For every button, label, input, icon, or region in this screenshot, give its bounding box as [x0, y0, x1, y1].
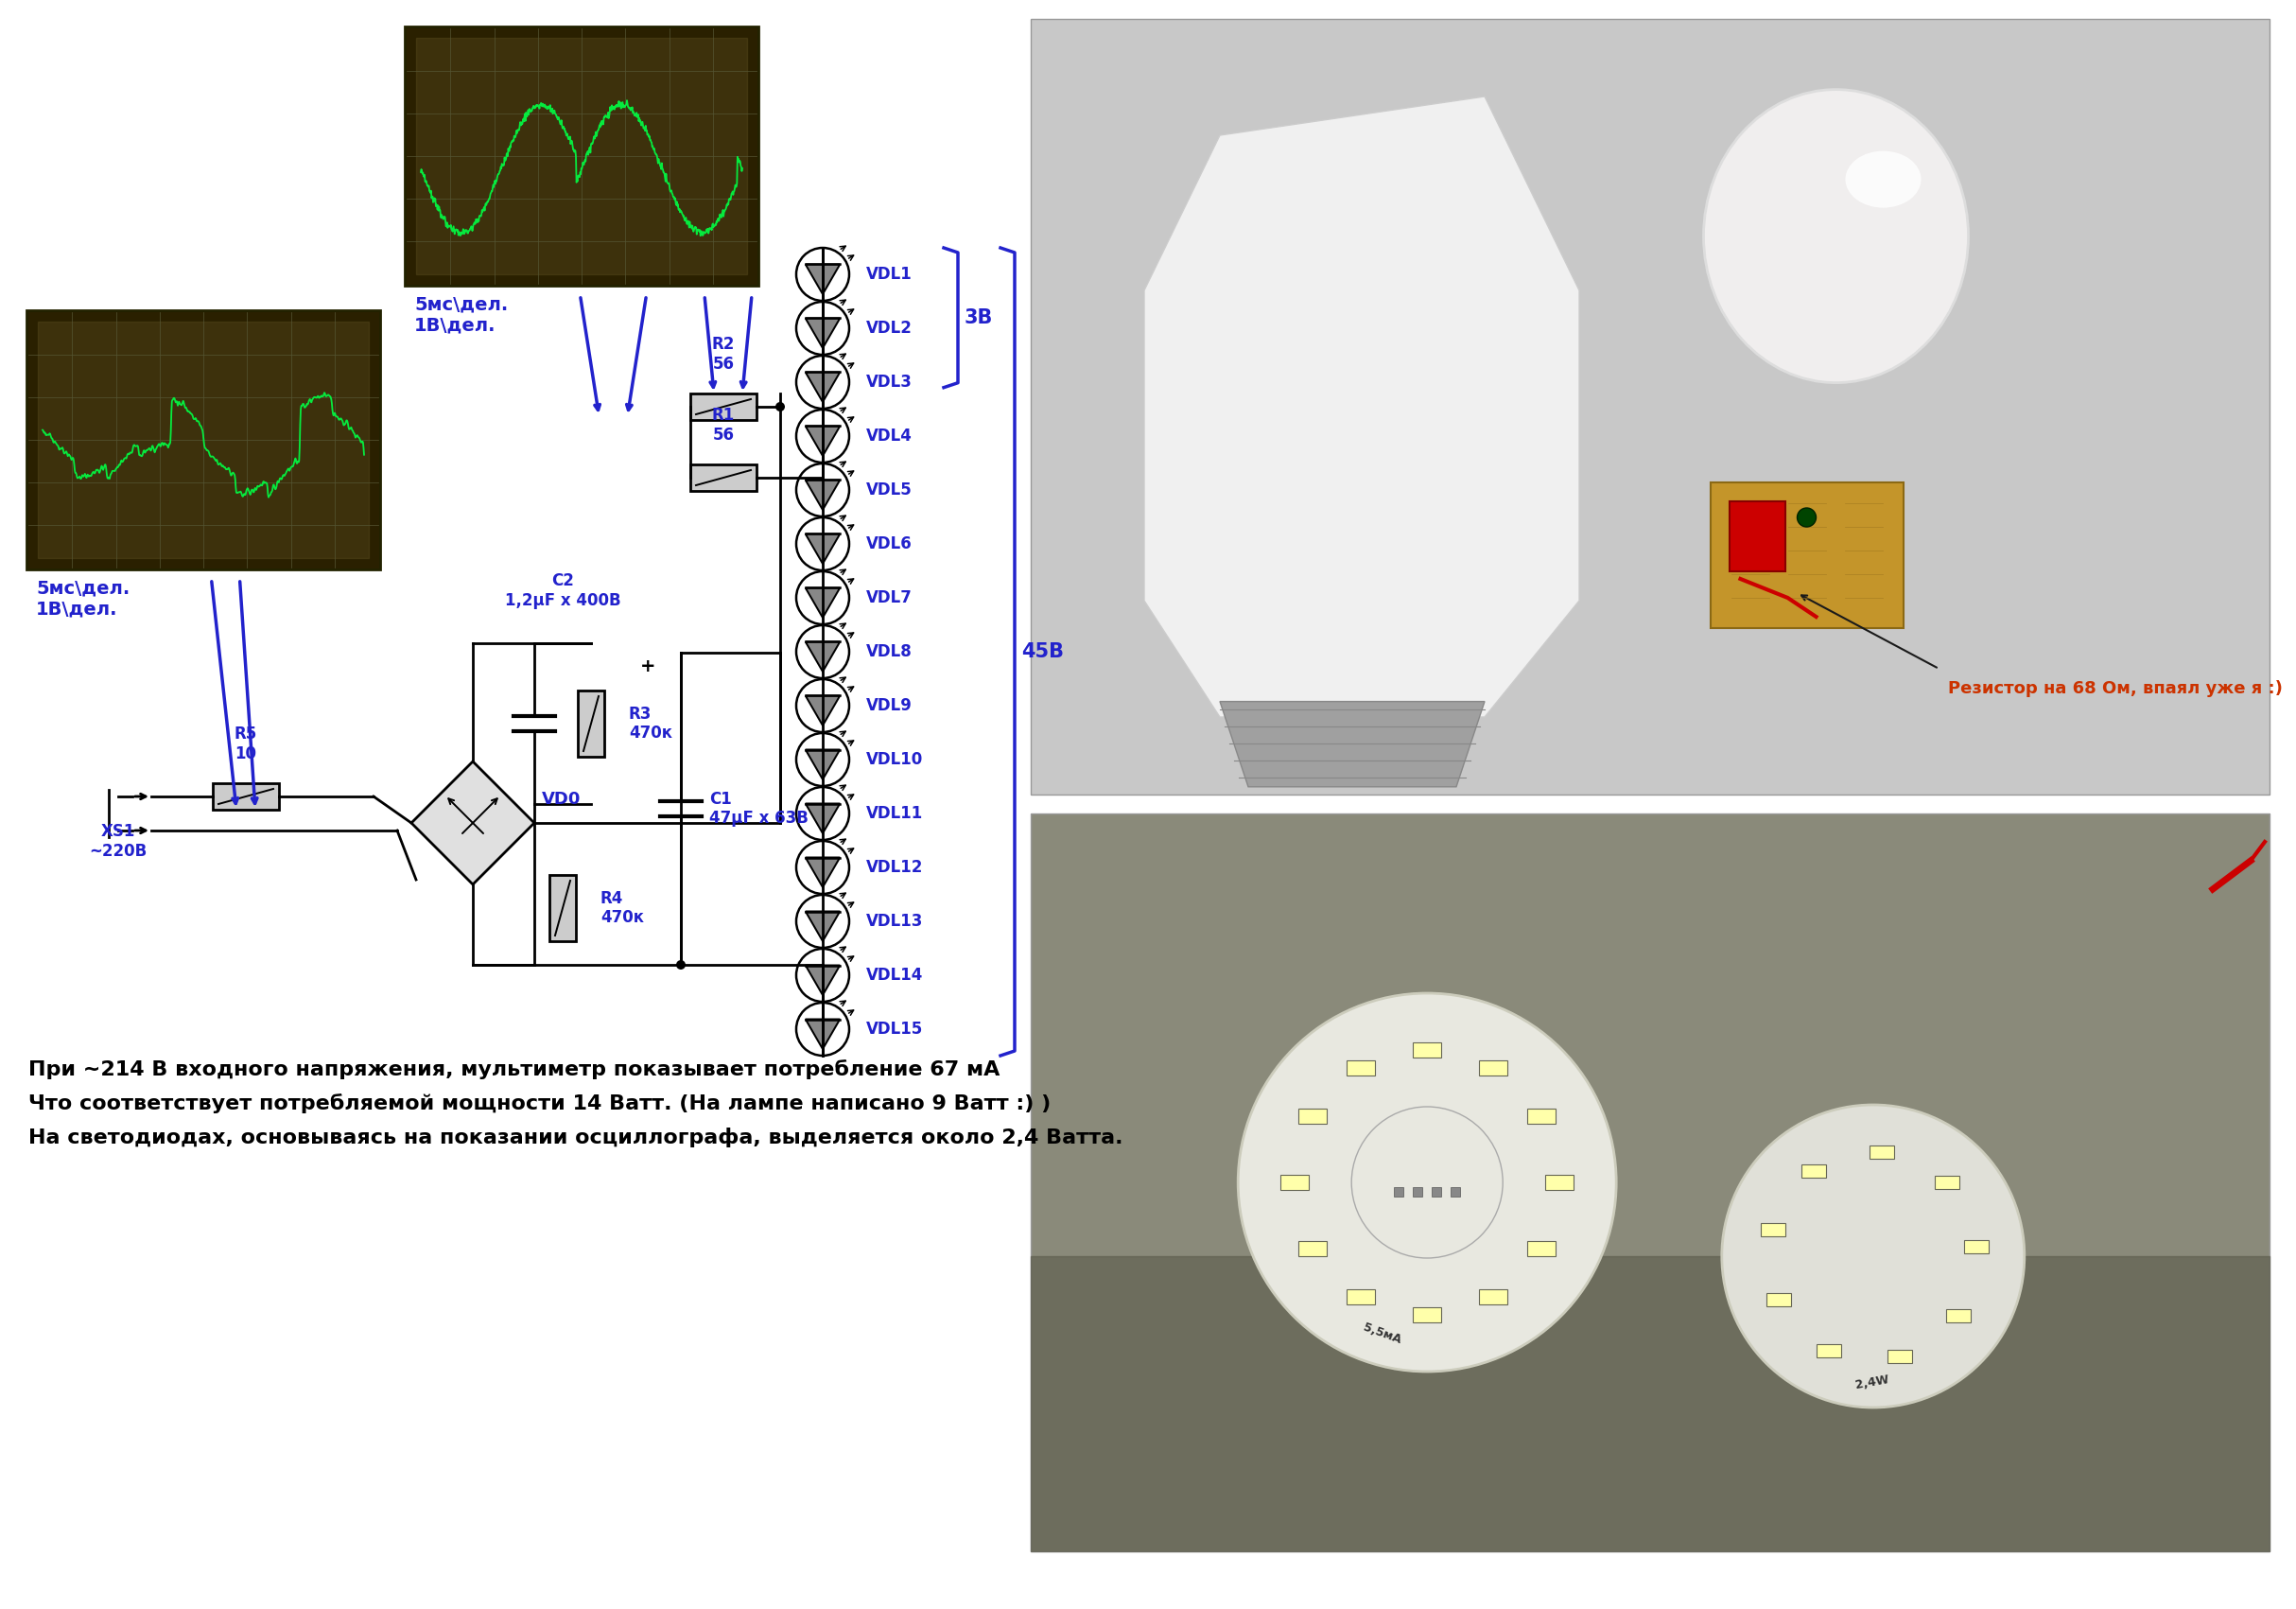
Circle shape [1722, 1105, 2025, 1408]
FancyBboxPatch shape [1412, 1307, 1442, 1323]
Text: R4
470к: R4 470к [602, 890, 643, 927]
Polygon shape [806, 642, 840, 671]
Text: 5,5мА: 5,5мА [1362, 1321, 1403, 1347]
Ellipse shape [1846, 151, 1922, 208]
Text: R2
56: R2 56 [712, 336, 735, 373]
Text: VDL2: VDL2 [866, 320, 912, 336]
Text: VDL13: VDL13 [866, 912, 923, 930]
FancyBboxPatch shape [549, 875, 576, 941]
FancyBboxPatch shape [1348, 1289, 1375, 1305]
Polygon shape [806, 264, 840, 294]
FancyBboxPatch shape [691, 394, 755, 420]
FancyBboxPatch shape [214, 784, 278, 809]
Circle shape [675, 961, 687, 970]
Polygon shape [806, 911, 840, 941]
FancyBboxPatch shape [1479, 1060, 1508, 1075]
Polygon shape [806, 587, 840, 618]
FancyBboxPatch shape [1933, 1176, 1958, 1189]
Text: При ~214 В входного напряжения, мультиметр показывает потребление 67 мА: При ~214 В входного напряжения, мультиме… [28, 1059, 999, 1080]
Polygon shape [806, 479, 840, 510]
Text: VDL15: VDL15 [866, 1020, 923, 1038]
Polygon shape [1143, 97, 1580, 718]
Text: 2,4W: 2,4W [1855, 1374, 1890, 1392]
FancyBboxPatch shape [1412, 1043, 1442, 1057]
Text: VDL12: VDL12 [866, 859, 923, 875]
FancyBboxPatch shape [1297, 1109, 1327, 1123]
Text: 45B: 45B [1022, 642, 1063, 661]
Text: VDL9: VDL9 [866, 697, 912, 714]
FancyBboxPatch shape [1348, 1060, 1375, 1075]
Polygon shape [806, 858, 840, 887]
Polygon shape [806, 319, 840, 348]
FancyBboxPatch shape [1031, 814, 2268, 1551]
Polygon shape [806, 803, 840, 833]
FancyBboxPatch shape [1527, 1109, 1557, 1123]
Circle shape [1798, 508, 1816, 526]
FancyBboxPatch shape [1816, 1344, 1841, 1356]
FancyBboxPatch shape [1887, 1350, 1913, 1363]
Text: VD0: VD0 [542, 790, 581, 808]
FancyBboxPatch shape [1545, 1175, 1573, 1191]
Ellipse shape [1704, 90, 1968, 383]
Text: +: + [641, 658, 657, 676]
FancyBboxPatch shape [404, 26, 758, 286]
FancyBboxPatch shape [1451, 1187, 1460, 1197]
Text: VDL14: VDL14 [866, 967, 923, 983]
Polygon shape [806, 965, 840, 994]
FancyBboxPatch shape [1031, 19, 2268, 795]
Polygon shape [806, 695, 840, 726]
Text: VDL4: VDL4 [866, 428, 912, 444]
Circle shape [1238, 993, 1616, 1371]
FancyBboxPatch shape [1527, 1241, 1557, 1257]
FancyBboxPatch shape [1766, 1294, 1791, 1307]
FancyBboxPatch shape [1761, 1223, 1784, 1236]
FancyBboxPatch shape [1947, 1310, 1970, 1323]
Text: Что соответствует потребляемой мощности 14 Ватт. (На лампе написано 9 Ватт :) ): Что соответствует потребляемой мощности … [28, 1094, 1052, 1113]
FancyBboxPatch shape [28, 311, 381, 570]
Text: VDL6: VDL6 [866, 536, 912, 552]
FancyBboxPatch shape [1479, 1289, 1508, 1305]
Text: 3B: 3B [964, 309, 994, 327]
Polygon shape [806, 426, 840, 455]
Text: VDL7: VDL7 [866, 589, 912, 607]
Text: R1
56: R1 56 [712, 407, 735, 444]
Text: На светодиодах, основываясь на показании осциллографа, выделяется около 2,4 Ватт: На светодиодах, основываясь на показании… [28, 1128, 1123, 1147]
FancyBboxPatch shape [1394, 1187, 1403, 1197]
Polygon shape [806, 1018, 840, 1049]
Text: VDL1: VDL1 [866, 265, 912, 283]
Polygon shape [411, 761, 535, 885]
Text: VDL8: VDL8 [866, 644, 912, 660]
FancyBboxPatch shape [1433, 1187, 1442, 1197]
Polygon shape [1219, 702, 1486, 787]
FancyBboxPatch shape [1281, 1175, 1309, 1191]
Text: VDL10: VDL10 [866, 751, 923, 767]
Text: C2
1,2μF x 400B: C2 1,2μF x 400B [505, 573, 620, 610]
Text: R3
470к: R3 470к [629, 705, 673, 742]
FancyBboxPatch shape [1412, 1187, 1424, 1197]
FancyBboxPatch shape [1297, 1241, 1327, 1257]
Polygon shape [806, 534, 840, 563]
Text: VDL5: VDL5 [866, 481, 912, 499]
FancyBboxPatch shape [1965, 1241, 1988, 1253]
FancyBboxPatch shape [691, 465, 755, 491]
Text: R5
10: R5 10 [234, 726, 257, 763]
Text: VDL11: VDL11 [866, 804, 923, 822]
Circle shape [776, 402, 785, 412]
Text: Резистор на 68 Ом, впаял уже я :): Резистор на 68 Ом, впаял уже я :) [1949, 681, 2282, 697]
Text: 5мс\дел.
1В\дел.: 5мс\дел. 1В\дел. [413, 294, 507, 335]
Text: XS1
~220B: XS1 ~220B [90, 824, 147, 859]
FancyBboxPatch shape [1800, 1165, 1825, 1178]
FancyBboxPatch shape [1711, 483, 1903, 628]
FancyBboxPatch shape [1729, 502, 1784, 571]
FancyBboxPatch shape [1869, 1146, 1894, 1158]
Text: VDL3: VDL3 [866, 373, 912, 391]
Polygon shape [806, 750, 840, 779]
Text: C1
47μF x 63B: C1 47μF x 63B [709, 790, 808, 827]
Polygon shape [806, 372, 840, 402]
Text: 5мс\дел.
1В\дел.: 5мс\дел. 1В\дел. [37, 579, 131, 618]
FancyBboxPatch shape [579, 690, 604, 756]
